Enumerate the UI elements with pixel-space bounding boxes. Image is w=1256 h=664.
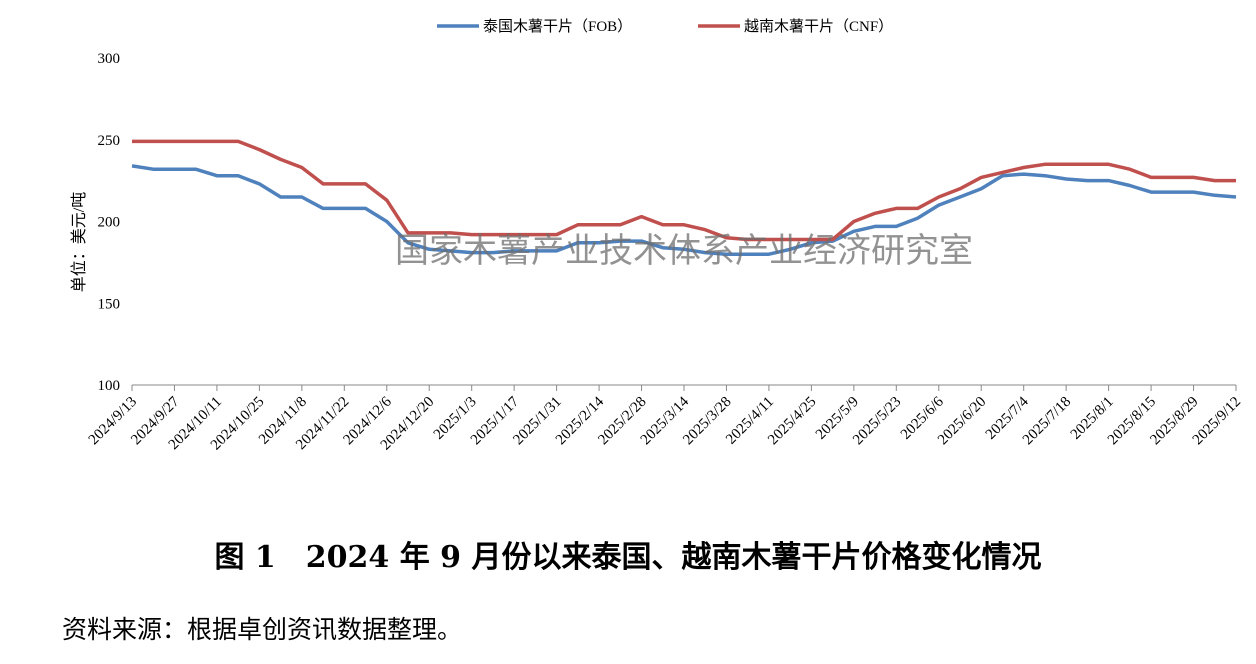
x-axis: 2024/9/132024/9/272024/10/112024/10/2520… <box>86 384 1244 453</box>
chart-legend: 泰国木薯干片（FOB） 越南木薯干片（CNF） <box>437 18 893 35</box>
y-tick-label: 250 <box>98 133 121 149</box>
figure-caption: 图 1 2024 年 9 月份以来泰国、越南木薯干片价格变化情况 <box>214 540 1042 575</box>
source-note: 资料来源：根据卓创资讯数据整理。 <box>62 615 463 644</box>
legend-label: 越南木薯干片（CNF） <box>744 18 893 35</box>
y-tick-label: 300 <box>98 51 121 67</box>
y-axis: 100 150 200 250 300 <box>98 51 121 394</box>
series-lines <box>131 139 1237 256</box>
y-tick-label: 200 <box>98 215 121 231</box>
y-tick-label: 150 <box>98 296 121 312</box>
y-tick-label: 100 <box>98 378 121 394</box>
y-axis-label: 单位：美元/吨 <box>70 192 88 292</box>
price-line-chart: 泰国木薯干片（FOB） 越南木薯干片（CNF） 100 150 200 250 300 2… <box>70 18 1244 453</box>
series-line-vietnam-cnf <box>132 139 1236 242</box>
series-line-thailand-fob <box>131 164 1237 256</box>
legend-label: 泰国木薯干片（FOB） <box>483 18 632 35</box>
watermark-text: 国家木薯产业技术体系产业经济研究室 <box>395 232 973 270</box>
